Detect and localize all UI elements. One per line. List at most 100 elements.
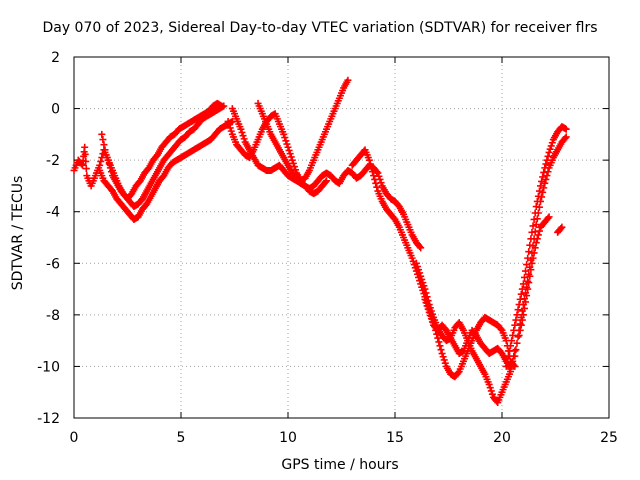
data-point-marker [497,325,505,333]
data-point-marker [548,139,556,147]
data-point-marker [544,168,552,176]
data-point-marker [283,140,291,148]
data-point-marker [422,299,430,307]
data-point-marker [530,249,538,257]
data-point-marker [226,124,234,132]
data-point-marker [487,387,495,395]
data-point-marker [544,214,552,222]
data-point-marker [423,302,431,310]
data-point-marker [373,183,381,191]
data-markers [70,76,570,407]
data-point-marker [540,184,548,192]
data-point-marker [535,187,543,195]
data-point-marker [435,338,443,346]
data-point-marker [546,145,554,153]
data-point-marker [520,304,528,312]
data-point-marker [100,141,108,149]
data-point-marker [323,177,331,185]
data-point-marker [562,133,570,141]
data-point-marker [532,239,540,247]
data-point-marker [526,272,534,280]
data-point-marker [441,359,449,367]
data-point-marker [286,150,294,158]
data-point-marker [509,331,517,339]
data-point-marker [287,153,295,161]
data-point-marker [522,267,530,275]
data-point-marker [517,321,525,329]
data-point-marker [454,369,462,377]
data-point-marker [412,259,420,267]
x-tick-label: 5 [177,430,186,446]
data-point-marker [518,316,526,324]
data-point-marker [486,384,494,392]
plot-frame [73,56,610,419]
data-point-marker [224,117,232,125]
data-point-marker [561,134,569,142]
data-point-marker [413,263,421,271]
data-point-marker [281,134,289,142]
data-point-marker [537,197,545,205]
data-point-marker [524,277,532,285]
data-point-marker [545,213,553,221]
data-point-marker [539,188,547,196]
data-point-marker [547,142,555,150]
data-point-marker [321,178,329,186]
data-point-marker [532,221,540,229]
data-point-marker [408,254,416,262]
data-point-marker [519,311,527,319]
data-point-marker [225,121,233,129]
data-point-marker [513,311,521,319]
y-tick-label: -10 [37,359,60,375]
data-point-marker [514,333,522,341]
data-point-marker [541,179,549,187]
data-point-marker [515,331,523,339]
data-point-marker [421,285,429,293]
data-point-marker [538,193,546,201]
data-point-marker [417,272,425,280]
data-point-marker [504,352,512,360]
data-point-marker [517,290,525,298]
data-point-marker [367,164,375,172]
y-tick-label: -12 [37,411,60,427]
data-point-marker [419,279,427,287]
data-point-marker [418,275,426,283]
data-point-marker [282,137,290,145]
data-point-marker [545,148,553,156]
data-point-marker [285,146,293,154]
data-point-marker [508,337,516,345]
data-point-marker [522,298,530,306]
x-tick-label: 10 [279,430,297,446]
data-point-marker [374,169,382,177]
data-point-marker [372,179,380,187]
data-point-marker [524,285,532,293]
data-point-marker [81,143,89,151]
data-point-marker [544,152,552,160]
y-tick-label: -4 [46,205,60,221]
y-tick-label: -2 [46,153,60,169]
data-point-marker [503,357,511,365]
data-point-marker [525,248,533,256]
data-point-marker [488,390,496,398]
x-tick-label: 20 [493,430,511,446]
data-point-marker [438,350,446,358]
data-point-marker [421,295,429,303]
y-tick-label: 2 [51,50,60,66]
data-point-marker [82,165,90,173]
data-point-marker [440,356,448,364]
data-point-marker [520,273,528,281]
data-point-marker [511,352,519,360]
data-point-marker [98,130,106,138]
x-axis-label: GPS time / hours [281,457,399,473]
data-point-marker [543,172,551,180]
data-point-marker [428,318,436,326]
data-point-marker [416,243,424,251]
data-point-marker [417,244,425,252]
data-point-marker [523,292,531,300]
data-point-marker [529,222,537,230]
data-point-marker [502,362,510,370]
data-point-marker [97,157,105,165]
data-point-marker [512,316,520,324]
data-point-marker [426,312,434,320]
data-point-marker [535,227,543,235]
